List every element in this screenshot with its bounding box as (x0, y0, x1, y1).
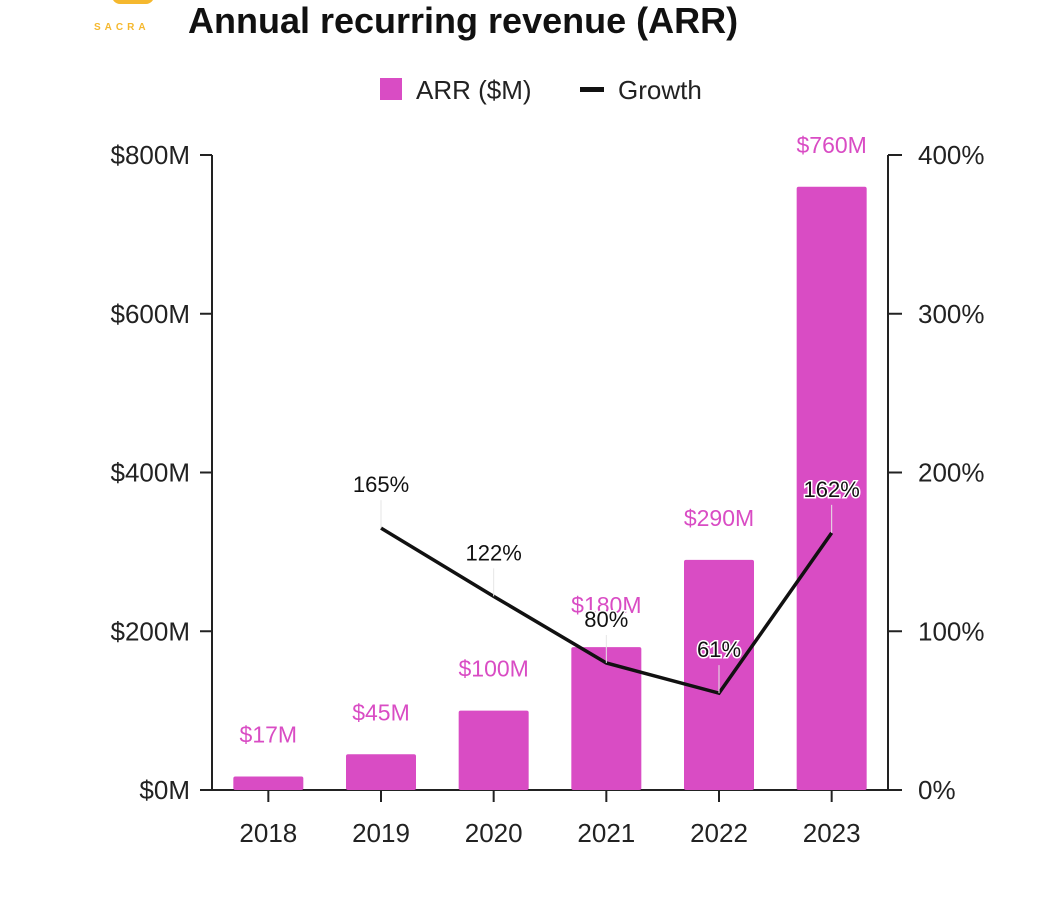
sacra-logo-icon (112, 0, 154, 4)
bars (233, 186, 867, 790)
brand-logo-text: SACRA (94, 22, 150, 33)
x-tick-label: 2022 (690, 818, 748, 848)
bar (458, 710, 529, 790)
growth-value-label: 80% (584, 607, 628, 632)
bar-value-label: $17M (240, 722, 298, 748)
legend-growth-label: Growth (618, 75, 702, 105)
growth-value-label: 165% (353, 472, 409, 497)
y-right-tick-label: 400% (918, 140, 985, 170)
bar (796, 186, 867, 790)
y-left-tick-label: $600M (111, 299, 191, 329)
legend-growth-swatch (580, 87, 604, 92)
x-tick-label: 2018 (239, 818, 297, 848)
x-tick-label: 2023 (803, 818, 861, 848)
bar-value-label: $45M (352, 699, 410, 725)
legend-arr-label: ARR ($M) (416, 75, 532, 105)
growth-value-label: 162% (804, 477, 860, 502)
growth-value-label: 61% (697, 637, 741, 662)
y-right-tick-label: 200% (918, 458, 985, 488)
legend-bar-swatch (380, 78, 402, 100)
y-left-tick-label: $400M (111, 458, 191, 488)
bar-value-label: $760M (797, 132, 867, 158)
y-right-tick-label: 300% (918, 299, 985, 329)
bar (346, 754, 416, 790)
x-tick-label: 2019 (352, 818, 410, 848)
growth-line-group: 165% 122% 80% 61% 162% (351, 471, 861, 696)
x-tick-label: 2020 (465, 818, 523, 848)
bar (571, 647, 642, 790)
growth-value-label: 122% (466, 540, 522, 565)
bar (233, 776, 304, 790)
bar-value-label: $180M (571, 592, 641, 618)
axes: $0M $200M $400M $600M $800M 0% 100% 200% 300% 400… (111, 140, 985, 805)
x-tick-label: 2021 (577, 818, 635, 848)
bar-labels: $17M $45M $100M $180M $290M $760M (240, 132, 867, 748)
y-left-tick-label: $0M (139, 775, 190, 805)
chart-title: Annual recurring revenue (ARR) (188, 0, 739, 41)
bar-value-label: $100M (459, 656, 529, 682)
y-right-tick-label: 0% (918, 775, 956, 805)
legend: ARR ($M) Growth (380, 75, 702, 105)
x-tick-labels: 2018 2019 2020 2021 2022 2023 (239, 818, 860, 848)
y-left-tick-label: $200M (111, 616, 191, 646)
y-right-tick-label: 100% (918, 616, 985, 646)
y-left-tick-label: $800M (111, 140, 191, 170)
bar-value-label: $290M (684, 505, 754, 531)
